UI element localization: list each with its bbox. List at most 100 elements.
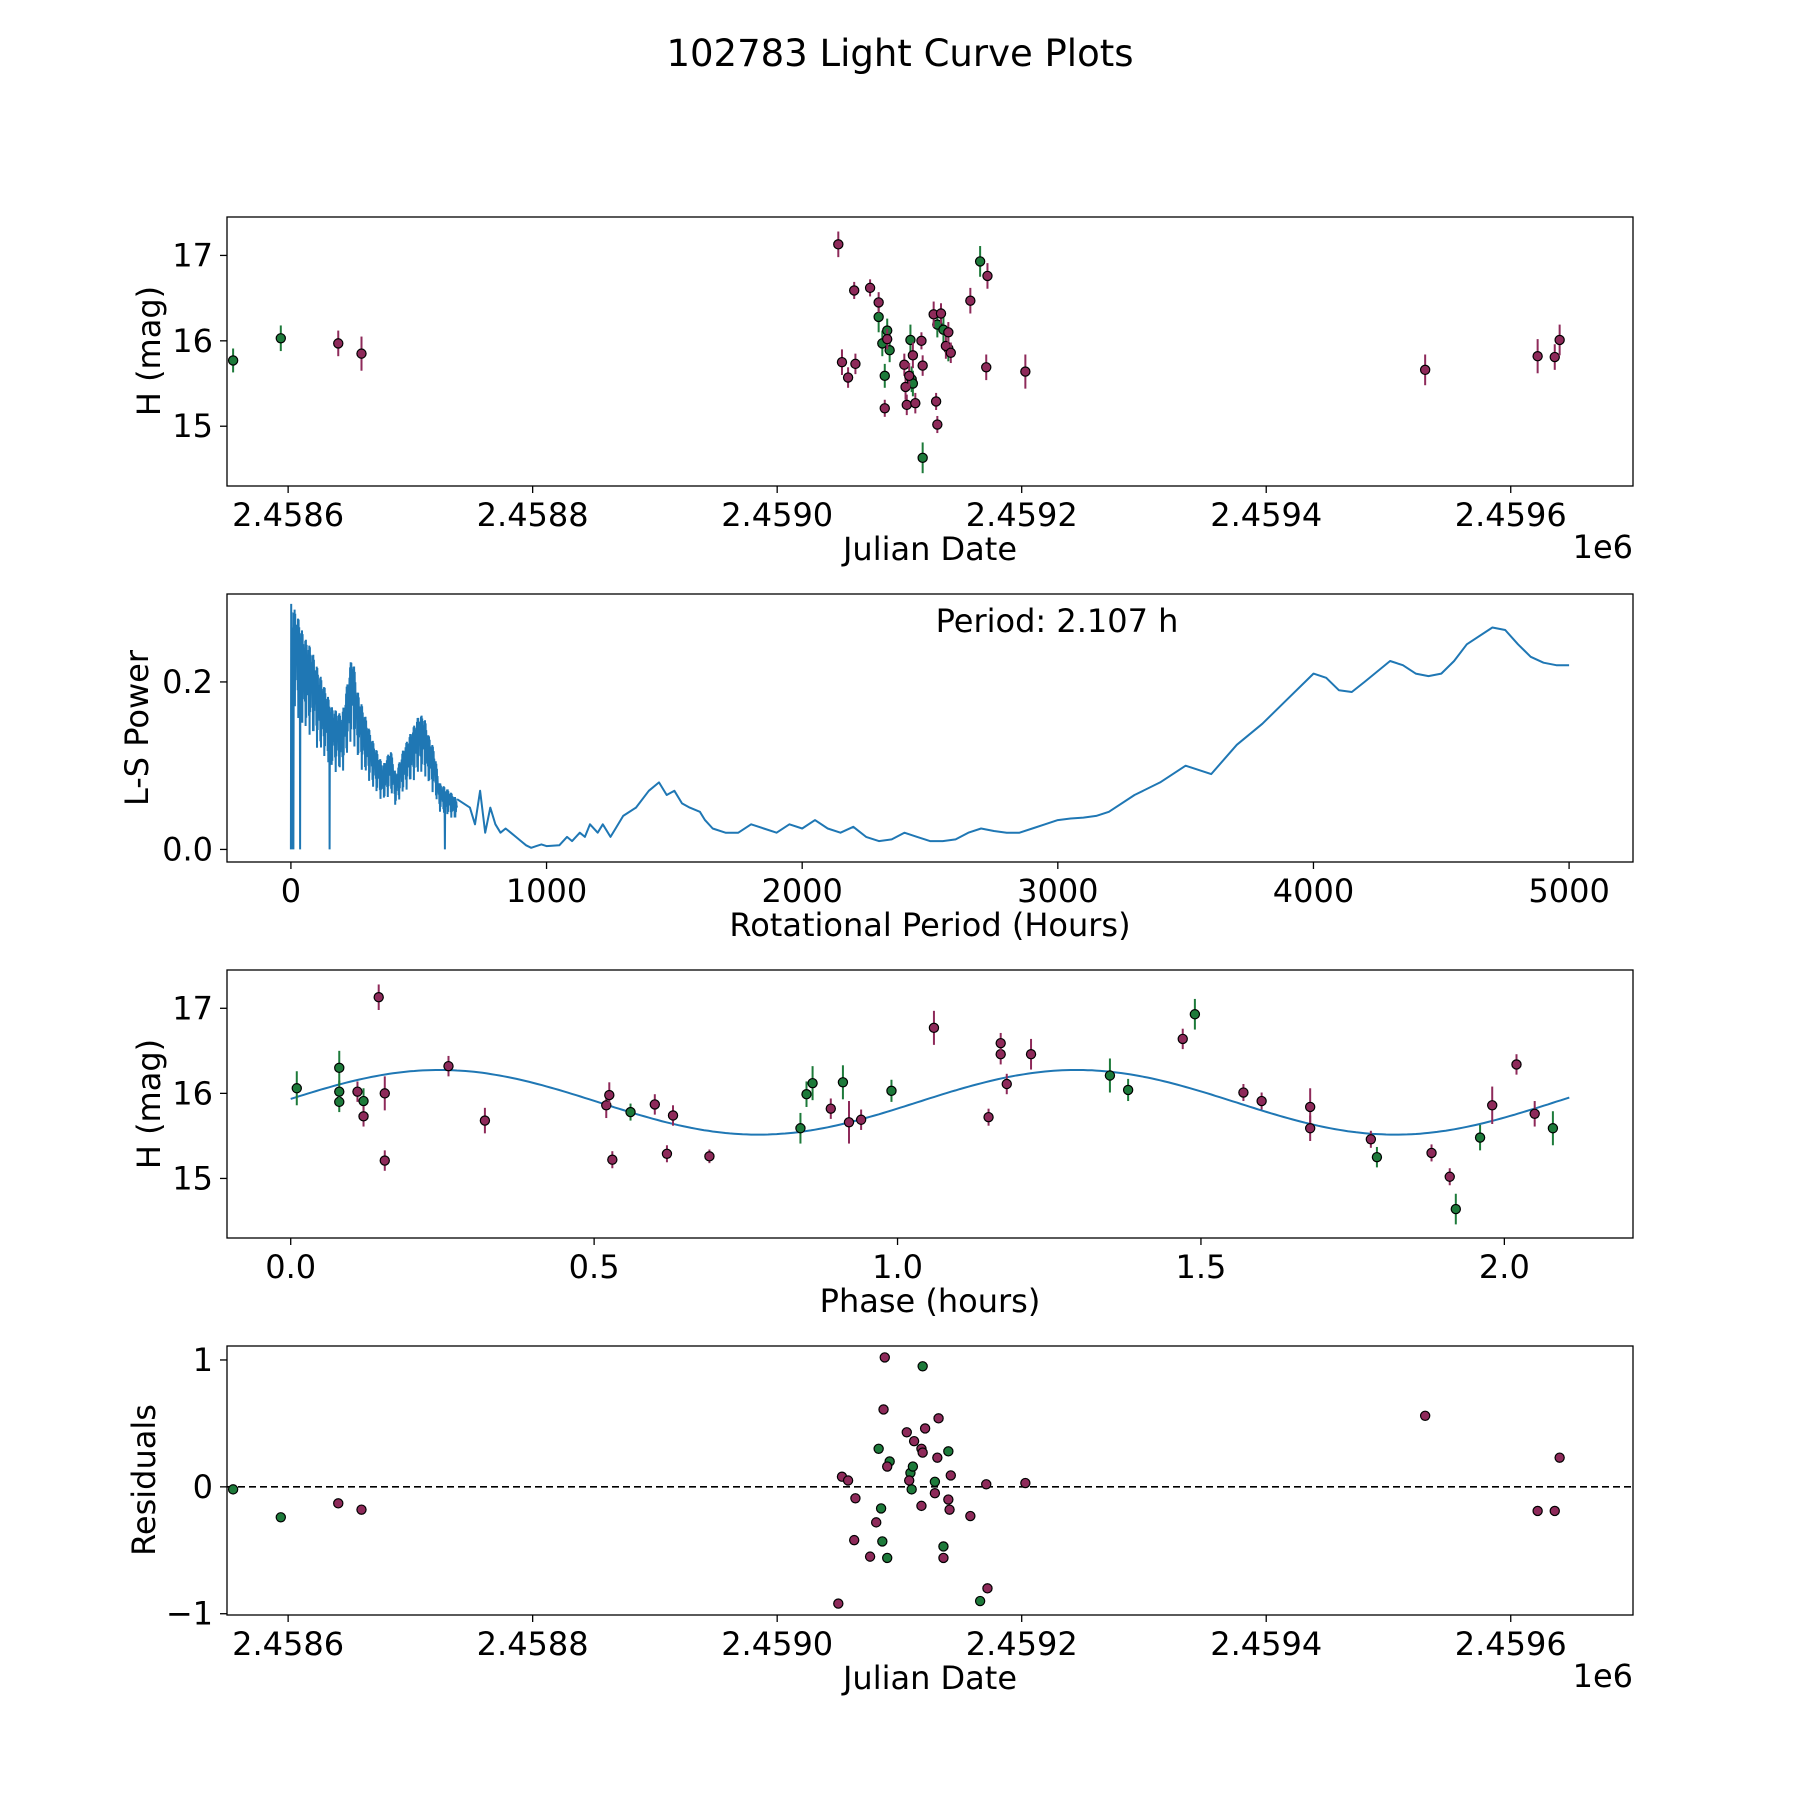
residual-point-r (919, 1423, 931, 1434)
data-point-r (850, 358, 861, 370)
data-point-r (1549, 351, 1560, 363)
data-point-r (1238, 1087, 1249, 1098)
x-tick-label: 2.4586 (232, 1625, 344, 1663)
data-point-r (1177, 1033, 1188, 1045)
x-axis-label: Julian Date (841, 1659, 1017, 1697)
residual-point-r (982, 1583, 993, 1594)
y-tick-label: −1 (166, 1595, 213, 1633)
data-point-g (334, 1086, 345, 1097)
residual-point-r (933, 1413, 944, 1424)
data-point-r (907, 350, 919, 361)
figure-title: 102783 Light Curve Plots (666, 32, 1133, 75)
data-point-r (943, 327, 954, 338)
data-point-r (848, 285, 860, 296)
x-tick-label: 2.4590 (721, 1625, 833, 1663)
residuals-plot: Julian Date Residuals 1e6 2.4586 2.4588 2.… (125, 1341, 1634, 1697)
data-point-g (1547, 1123, 1559, 1134)
data-point-r (873, 297, 884, 308)
data-point-g (917, 452, 928, 464)
data-point-r (916, 335, 927, 347)
plot-frame (226, 593, 1634, 863)
residual-point-g (873, 1443, 884, 1454)
data-point-r (864, 282, 876, 294)
data-point-r (333, 338, 344, 349)
periodogram-line (456, 626, 1570, 849)
data-point-r (373, 992, 384, 1003)
x-tick-label: 5000 (1528, 872, 1609, 910)
data-point-g (974, 256, 986, 267)
y-tick-label: 17 (172, 236, 213, 274)
data-point-r (983, 1111, 994, 1123)
data-point-r (899, 359, 910, 370)
periodogram-dense-line (289, 603, 458, 850)
data-point-r (356, 348, 367, 359)
x-axis-label: Rotational Period (Hours) (729, 906, 1130, 944)
data-point-r (1426, 1147, 1437, 1159)
residual-point-g (275, 1512, 286, 1523)
residual-point-g (875, 1503, 887, 1514)
residual-point-r (944, 1504, 955, 1515)
residual-point-g (227, 1484, 239, 1495)
data-point-r (1025, 1049, 1037, 1060)
data-point-g (1450, 1203, 1462, 1215)
residual-point-r (864, 1551, 876, 1562)
residual-point-r (1532, 1505, 1543, 1517)
model-fit-line (290, 1069, 1570, 1136)
residual-point-r (356, 1504, 367, 1515)
y-axis-label: Residuals (125, 1404, 163, 1556)
residual-point-r (943, 1494, 954, 1505)
data-point-r (1001, 1078, 1012, 1090)
x-tick-label: 2.4592 (966, 1625, 1078, 1663)
residual-point-r (908, 1435, 920, 1447)
residual-point-g (943, 1446, 954, 1457)
data-point-r (995, 1037, 1006, 1049)
data-point-r (1304, 1123, 1316, 1134)
x-tick-label: 2000 (761, 872, 842, 910)
data-point-g (879, 370, 890, 382)
x-axis-offset-label: 1e6 (1573, 1657, 1633, 1695)
residual-point-r (965, 1510, 976, 1522)
residual-point-r (904, 1475, 915, 1486)
data-point-g (1104, 1070, 1116, 1081)
y-tick-label: 0.0 (162, 830, 213, 868)
data-point-r (604, 1089, 615, 1101)
data-point-r (932, 419, 943, 430)
data-point-g (837, 1077, 849, 1088)
data-point-g (873, 311, 884, 323)
data-point-r (901, 399, 912, 411)
residual-point-g (907, 1461, 919, 1472)
data-point-r (935, 308, 947, 319)
residual-point-r (878, 1404, 889, 1415)
residual-point-r (833, 1598, 844, 1609)
y-tick-label: 0.2 (162, 663, 213, 701)
data-point-r (904, 370, 915, 382)
data-point-r (982, 270, 993, 282)
x-tick-label: 3000 (1017, 872, 1098, 910)
data-point-r (1532, 350, 1543, 362)
y-tick-label: 1 (193, 1341, 213, 1379)
data-point-r (379, 1088, 390, 1099)
residual-point-r (1419, 1410, 1431, 1421)
data-point-r (879, 403, 890, 414)
data-point-r (1487, 1100, 1498, 1111)
x-axis-offset-label: 1e6 (1573, 528, 1633, 566)
residual-point-r (981, 1479, 992, 1490)
residual-point-r (333, 1498, 344, 1509)
y-tick-label: 16 (172, 1074, 213, 1112)
x-tick-label: 4000 (1273, 872, 1354, 910)
residual-point-r (848, 1534, 860, 1546)
data-point-r (443, 1060, 454, 1072)
y-tick-label: 16 (172, 322, 213, 360)
data-point-g (334, 1062, 345, 1074)
x-tick-label: 1000 (506, 872, 587, 910)
phase-folded-plot: Phase (hours) H (mag) 0.0 0.5 1.0 1.5 2.0 15 1… (130, 969, 1634, 1320)
data-point-r (930, 396, 942, 407)
x-tick-label: 2.4596 (1455, 1625, 1567, 1663)
data-point-r (981, 362, 992, 373)
x-axis-label: Julian Date (841, 530, 1017, 568)
data-point-g (625, 1106, 636, 1118)
data-point-r (842, 372, 854, 383)
data-point-r (607, 1154, 618, 1165)
data-point-r (945, 347, 956, 358)
